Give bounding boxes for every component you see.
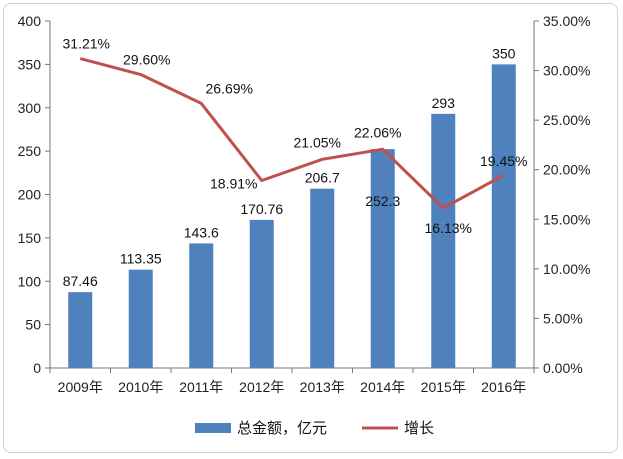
legend-line-label: 增长 bbox=[404, 420, 434, 437]
line-value-label: 22.06% bbox=[354, 124, 401, 140]
line-value-label: 29.60% bbox=[123, 52, 170, 68]
y-right-tick-label: 35.00% bbox=[543, 13, 590, 29]
line-value-label: 18.91% bbox=[210, 176, 257, 192]
x-tick-label: 2013年 bbox=[300, 379, 345, 395]
y-left-tick-label: 0 bbox=[33, 360, 41, 376]
line-value-label: 19.45% bbox=[480, 153, 527, 169]
y-right-tick-label: 25.00% bbox=[543, 112, 590, 128]
bar bbox=[371, 149, 395, 368]
y-right-tick-label: 30.00% bbox=[543, 63, 590, 79]
bar-value-label: 113.35 bbox=[120, 251, 162, 267]
line-value-label: 26.69% bbox=[206, 80, 253, 96]
bar-value-label: 143.6 bbox=[184, 224, 219, 240]
y-left-tick-label: 350 bbox=[18, 56, 42, 72]
line-value-label: 21.05% bbox=[294, 134, 341, 150]
bar-value-label: 293 bbox=[432, 95, 456, 111]
bar bbox=[129, 270, 153, 368]
y-left-tick-label: 50 bbox=[25, 317, 41, 333]
bar-value-label: 87.46 bbox=[63, 273, 98, 289]
y-right-tick-label: 15.00% bbox=[543, 211, 590, 227]
y-left-tick-label: 300 bbox=[18, 100, 42, 116]
bar bbox=[310, 189, 334, 368]
x-tick-label: 2009年 bbox=[58, 379, 103, 395]
y-left-tick-label: 250 bbox=[18, 143, 42, 159]
x-tick-label: 2015年 bbox=[421, 379, 466, 395]
x-tick-label: 2014年 bbox=[360, 379, 405, 395]
bar bbox=[189, 243, 213, 368]
bar bbox=[68, 292, 92, 368]
x-tick-label: 2011年 bbox=[179, 379, 223, 395]
line-value-label: 31.21% bbox=[63, 36, 110, 52]
y-left-tick-label: 400 bbox=[18, 13, 42, 29]
combo-chart: 0 50 100 150 200 250 300 350 400 0.00% 5.00% 10.00%… bbox=[4, 4, 619, 454]
line-value-label: 16.13% bbox=[425, 220, 472, 236]
bar-value-label: 206.7 bbox=[305, 170, 340, 186]
legend-bar-label: 总金额，亿元 bbox=[237, 420, 327, 437]
y-right-tick-label: 20.00% bbox=[543, 162, 590, 178]
legend-bar-swatch bbox=[195, 423, 231, 433]
y-right-tick-label: 0.00% bbox=[543, 360, 583, 376]
bar-value-label: 252.3 bbox=[365, 193, 400, 209]
y-right-tick-label: 5.00% bbox=[543, 310, 583, 326]
x-tick-label: 2012年 bbox=[239, 379, 284, 395]
bar bbox=[492, 64, 516, 368]
bar bbox=[250, 220, 274, 368]
x-tick-label: 2010年 bbox=[118, 379, 163, 395]
bar-value-label: 170.76 bbox=[240, 201, 283, 217]
x-tick-label: 2016年 bbox=[481, 379, 526, 395]
chart-frame: 0 50 100 150 200 250 300 350 400 0.00% 5.00% 10.00%… bbox=[3, 3, 618, 453]
bar-value-label: 350 bbox=[492, 45, 516, 61]
y-left-tick-label: 200 bbox=[18, 187, 42, 203]
y-left-tick-label: 100 bbox=[18, 273, 42, 289]
bar bbox=[431, 114, 455, 368]
y-right-tick-label: 10.00% bbox=[543, 261, 590, 277]
y-left-tick-label: 150 bbox=[18, 230, 42, 246]
